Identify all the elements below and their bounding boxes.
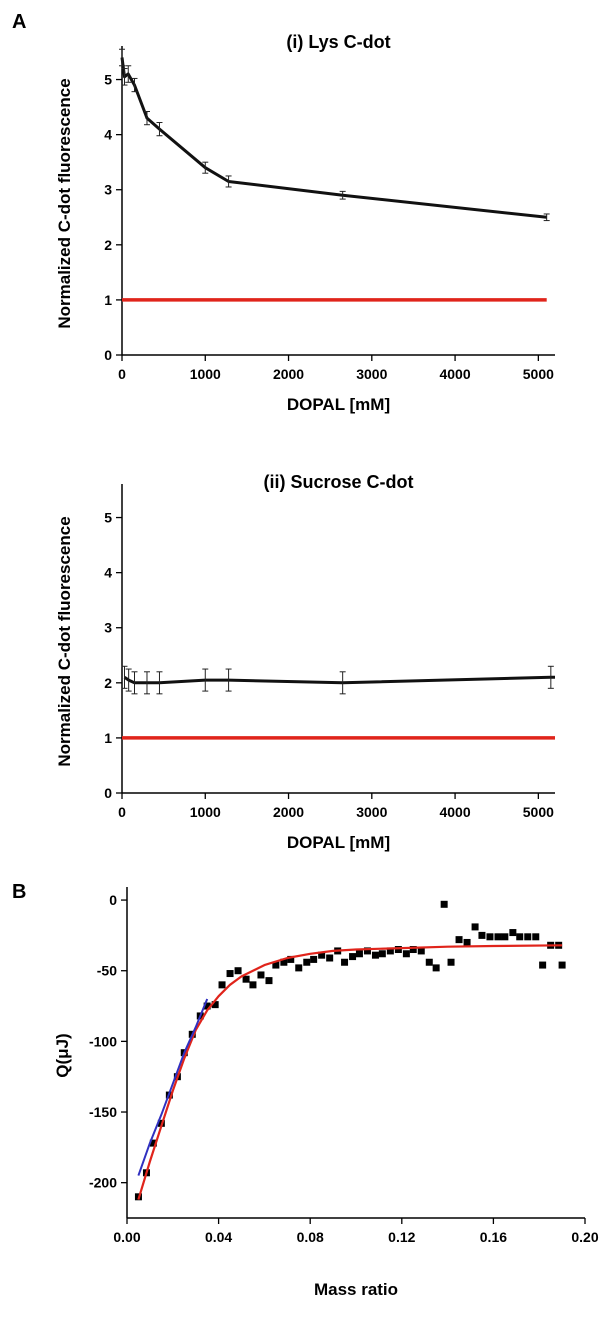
data-point — [371, 951, 379, 959]
y-tick-label: 5 — [104, 510, 112, 526]
series-line-black — [120, 57, 547, 219]
series-line-blue — [137, 998, 209, 1176]
data-point — [494, 933, 502, 941]
y-tick-label: 4 — [104, 565, 112, 581]
x-tick-label: 3000 — [356, 366, 387, 382]
y-tick-label: 1 — [104, 292, 112, 308]
data-point — [539, 961, 547, 969]
data-point — [386, 947, 394, 955]
x-tick-label: 0.20 — [571, 1229, 598, 1245]
x-tick-label: 0.04 — [205, 1229, 232, 1245]
data-point — [265, 977, 273, 985]
data-point — [486, 933, 494, 941]
data-point — [341, 958, 349, 966]
data-point — [272, 961, 280, 969]
data-point — [355, 950, 363, 958]
y-axis-label: Q(μJ) — [53, 1033, 72, 1077]
series-line-red — [137, 944, 563, 1200]
data-point — [218, 981, 226, 989]
y-tick-label: 0 — [104, 785, 112, 801]
chart-title: (i) Lys C-dot — [286, 32, 390, 52]
y-axis-label: Normalized C-dot fluorescence — [55, 516, 74, 766]
data-point — [287, 955, 295, 963]
data-point — [463, 938, 471, 946]
y-tick-label: 1 — [104, 730, 112, 746]
data-point — [203, 1002, 211, 1010]
data-point — [394, 946, 402, 954]
y-tick-label: 0 — [109, 892, 117, 908]
data-point — [318, 951, 326, 959]
x-tick-label: 0.00 — [113, 1229, 140, 1245]
y-axis-label: Normalized C-dot fluorescence — [55, 78, 74, 328]
data-point — [432, 964, 440, 972]
panel-b-letter: B — [12, 881, 26, 903]
data-point — [249, 981, 257, 989]
y-tick-label: 2 — [104, 237, 112, 253]
data-point — [509, 929, 517, 937]
panel-a-letter: A — [12, 11, 26, 33]
x-tick-label: 0 — [118, 366, 126, 382]
chart-title: (ii) Sucrose C-dot — [263, 472, 413, 492]
x-axis-label: DOPAL [mM] — [287, 833, 390, 852]
data-point — [478, 931, 486, 939]
y-tick-label: -150 — [89, 1104, 117, 1120]
x-tick-label: 2000 — [273, 366, 304, 382]
data-point — [440, 900, 448, 908]
x-axis-label: Mass ratio — [314, 1280, 398, 1299]
y-tick-label: 4 — [104, 127, 112, 143]
series-line-black — [123, 675, 555, 685]
data-point — [409, 946, 417, 954]
data-point — [471, 923, 479, 931]
data-point — [295, 964, 303, 972]
data-point — [149, 1139, 157, 1147]
y-tick-label: 2 — [104, 675, 112, 691]
y-tick-label: 0 — [104, 347, 112, 363]
y-tick-label: -100 — [89, 1033, 117, 1049]
x-tick-label: 0 — [118, 804, 126, 820]
x-tick-label: 5000 — [523, 804, 554, 820]
data-point — [447, 958, 455, 966]
x-tick-label: 0.08 — [297, 1229, 324, 1245]
x-tick-label: 0.16 — [480, 1229, 507, 1245]
data-point — [280, 958, 288, 966]
x-tick-label: 4000 — [439, 804, 470, 820]
data-point — [303, 958, 311, 966]
data-point — [234, 967, 242, 975]
data-point — [532, 933, 540, 941]
y-tick-label: 3 — [104, 620, 112, 636]
chart-lys-cdot: (i) Lys C-dot 0 1000 2000 3000 4000 5000 0 1 2 3 4 5… — [55, 32, 555, 414]
data-point — [326, 954, 334, 962]
x-tick-label: 0.12 — [388, 1229, 415, 1245]
data-point — [425, 958, 433, 966]
data-point — [417, 947, 425, 955]
x-tick-label: 1000 — [190, 366, 221, 382]
data-point — [558, 961, 566, 969]
data-point — [242, 975, 250, 983]
y-tick-label: -50 — [97, 963, 117, 979]
x-tick-label: 5000 — [523, 366, 554, 382]
y-tick-label: 3 — [104, 182, 112, 198]
data-point — [226, 970, 234, 978]
data-point — [349, 953, 357, 961]
data-point — [501, 933, 509, 941]
data-point — [211, 1001, 219, 1009]
x-axis-label: DOPAL [mM] — [287, 395, 390, 414]
chart-sucrose-cdot: (ii) Sucrose C-dot 0 1000 2000 3000 4000 5000 0… — [55, 472, 555, 852]
data-point — [363, 947, 371, 955]
data-point — [310, 955, 318, 963]
data-point — [378, 950, 386, 958]
x-tick-label: 1000 — [190, 804, 221, 820]
data-point — [257, 971, 265, 979]
data-point — [524, 933, 532, 941]
data-point — [516, 933, 524, 941]
x-tick-label: 3000 — [356, 804, 387, 820]
data-point — [455, 936, 463, 944]
y-tick-label: 5 — [104, 72, 112, 88]
chart-mass-ratio-q: 0.00 0.04 0.08 0.12 0.16 0.20 0 -50 -100 -150 -200… — [53, 887, 599, 1299]
y-tick-label: -200 — [89, 1175, 117, 1191]
x-tick-label: 4000 — [439, 366, 470, 382]
x-tick-label: 2000 — [273, 804, 304, 820]
data-point — [402, 950, 410, 958]
